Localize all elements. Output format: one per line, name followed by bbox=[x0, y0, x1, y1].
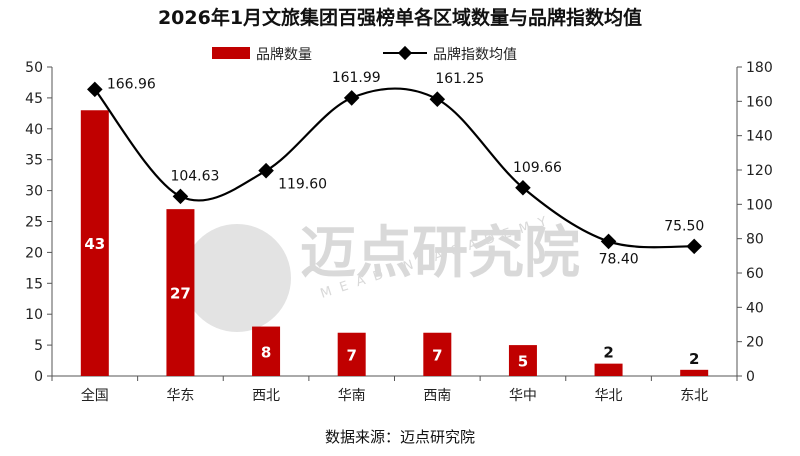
bar bbox=[423, 332, 452, 376]
left-axis: 0 5 10 15 20 25 30 35 40 45 50 bbox=[25, 60, 53, 385]
bar bbox=[80, 110, 109, 376]
x-tick-label: 西北 bbox=[252, 388, 280, 404]
line-data-label: 119.60 bbox=[278, 177, 327, 193]
right-tick-label: 120 bbox=[746, 163, 773, 179]
line-marker bbox=[258, 162, 274, 179]
line-series: 166.96 104.63 119.60 161.99 161.25 109.66 78.4… bbox=[87, 70, 704, 267]
bar-data-label: 2 bbox=[689, 350, 699, 368]
line-data-label: 104.63 bbox=[170, 168, 219, 184]
left-tick-label: 35 bbox=[25, 153, 43, 169]
x-tick-label: 西南 bbox=[423, 388, 451, 404]
right-axis: 0 20 40 60 80 100 120 140 160 180 bbox=[736, 60, 773, 385]
bar-series: 43 27 8 7 7 5 2 2 bbox=[80, 110, 709, 376]
left-tick-label: 45 bbox=[25, 91, 43, 107]
bar-data-label: 7 bbox=[432, 346, 442, 364]
x-tick-label: 东北 bbox=[680, 388, 708, 404]
left-tick-label: 15 bbox=[25, 276, 43, 292]
left-tick-label: 5 bbox=[34, 338, 43, 354]
line-marker bbox=[172, 188, 189, 205]
bar-data-label: 5 bbox=[518, 353, 528, 371]
legend-line-label: 品牌指数均值 bbox=[433, 46, 517, 63]
line-data-label: 166.96 bbox=[107, 76, 156, 92]
bar bbox=[680, 369, 709, 376]
left-tick-label: 0 bbox=[34, 369, 43, 385]
chart-title: 2026年1月文旅集团百强榜单各区域数量与品牌指数均值 bbox=[158, 6, 642, 29]
line-marker bbox=[600, 233, 617, 250]
line-data-label: 78.40 bbox=[599, 251, 639, 267]
left-tick-label: 20 bbox=[25, 245, 43, 261]
watermark: 迈点研究院 MEADIN ACADEMY bbox=[183, 212, 580, 332]
legend-line-marker bbox=[397, 45, 413, 61]
source-note: 数据来源：迈点研究院 bbox=[325, 428, 475, 446]
left-tick-label: 40 bbox=[25, 122, 43, 138]
bar bbox=[252, 326, 281, 376]
x-tick-label: 华中 bbox=[509, 388, 537, 404]
legend-bar-label: 品牌数量 bbox=[256, 46, 312, 63]
right-tick-label: 40 bbox=[746, 300, 764, 316]
x-tick-label: 华南 bbox=[338, 388, 366, 404]
line-marker bbox=[343, 90, 360, 106]
right-tick-label: 140 bbox=[746, 129, 773, 145]
right-tick-label: 80 bbox=[746, 232, 764, 248]
right-tick-label: 20 bbox=[746, 335, 764, 351]
legend-bar-swatch bbox=[212, 47, 250, 59]
left-tick-label: 50 bbox=[25, 60, 43, 76]
watermark-logo-icon bbox=[183, 224, 291, 332]
line-data-label: 109.66 bbox=[513, 160, 562, 176]
legend: 品牌数量 品牌指数均值 bbox=[212, 45, 517, 63]
bar-data-label: 7 bbox=[346, 346, 356, 364]
left-tick-label: 30 bbox=[25, 184, 43, 200]
bar bbox=[337, 332, 366, 376]
x-tick-label: 华北 bbox=[595, 388, 623, 404]
left-tick-label: 10 bbox=[25, 307, 43, 323]
bar bbox=[594, 363, 623, 376]
right-tick-label: 180 bbox=[746, 60, 773, 76]
line-marker bbox=[515, 179, 531, 196]
right-tick-label: 160 bbox=[746, 94, 773, 110]
watermark-text: 迈点研究院 bbox=[300, 221, 580, 286]
right-tick-label: 100 bbox=[746, 197, 773, 213]
left-tick-label: 25 bbox=[25, 215, 43, 231]
line-data-label: 161.99 bbox=[332, 70, 381, 86]
line-marker bbox=[429, 91, 446, 107]
line-marker bbox=[87, 81, 103, 98]
x-axis: 全国 华东 西北 华南 西南 华中 华北 东北 bbox=[51, 375, 738, 404]
x-tick-label: 华东 bbox=[166, 388, 194, 404]
bar bbox=[166, 209, 195, 376]
bar-data-label: 43 bbox=[84, 235, 105, 253]
line-data-label: 75.50 bbox=[664, 218, 704, 234]
right-tick-label: 0 bbox=[746, 369, 755, 385]
line-data-label: 161.25 bbox=[435, 71, 484, 87]
bar bbox=[508, 345, 537, 376]
bar-data-label: 8 bbox=[261, 343, 271, 361]
line-marker bbox=[686, 238, 702, 255]
x-tick-label: 全国 bbox=[81, 387, 109, 404]
bar-data-label: 2 bbox=[603, 344, 613, 362]
right-tick-label: 60 bbox=[746, 266, 764, 282]
bar-data-label: 27 bbox=[170, 285, 191, 303]
